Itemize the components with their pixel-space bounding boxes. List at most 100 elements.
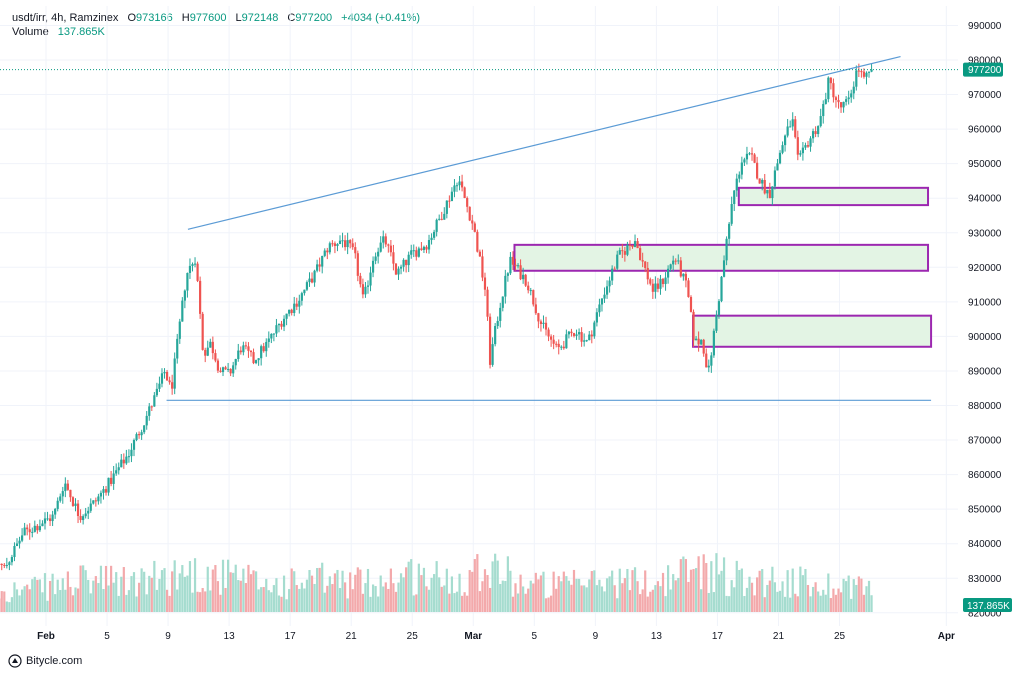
candle-body [239,350,242,353]
candle-body [387,244,390,246]
volume-bar [331,584,334,612]
candle-body [654,283,657,292]
volume-bar [410,559,413,612]
candle-body [425,246,428,250]
volume-bar [682,556,685,612]
trendlines[interactable] [166,55,932,401]
volume-bar [740,568,743,612]
candle-body [219,370,222,373]
candle-body [211,341,214,354]
candle-body [288,309,291,314]
candle-body [140,432,143,436]
candle-body [173,358,176,389]
volume-bar [277,595,281,612]
candle-body [672,260,675,265]
candle-body [501,296,504,308]
volume-bar [527,588,530,612]
rectangle-zones[interactable] [513,186,933,348]
candle-body [486,289,489,317]
volume-bar [677,577,680,612]
volume-bar [801,575,804,612]
candle-body [796,137,799,155]
last-price-tag-text: 977200 [968,65,1002,76]
candle-body [590,334,593,337]
candle-body [94,500,97,502]
volume-bar [631,570,634,612]
price-axis[interactable]: 990000 980000 970000 960000 950000 940000 9300… [968,21,1002,619]
volume-bar [613,585,616,612]
brand-watermark[interactable]: Bitycle.com [8,654,82,668]
volume-bar [608,576,611,612]
volume-bar [575,578,578,612]
candle-body [870,69,873,72]
volume-bar [135,596,138,612]
volume-bar [651,589,654,612]
volume-bar [412,595,415,612]
volume-bar [275,578,278,612]
volume-bar [850,598,853,612]
volume-bar [588,579,591,612]
volume-bar [735,560,738,612]
candle-body [267,338,270,342]
candle-body [107,477,110,493]
volume-bar [786,570,789,612]
volume-bar [132,572,136,612]
candle-body [277,323,281,326]
volume-bar [712,592,715,612]
rising-resistance [187,55,901,230]
volume-bar [537,579,540,612]
candle-body [160,373,164,384]
volume-bar [107,585,110,612]
volume-label[interactable]: Volume [12,26,49,38]
candle-body [547,329,550,337]
volume-bar [514,583,517,612]
volume-bar [97,583,100,612]
volume-bar [3,591,6,612]
volume-bar [829,598,832,612]
volume-bar [519,574,522,612]
candle-body [692,311,695,341]
candle-body [463,187,466,199]
candle-body [783,135,787,146]
last-volume-tag-text: 137.865K [967,601,1010,612]
volume-bar [842,578,845,612]
candle-body [801,147,804,154]
candle-body [613,268,616,270]
candle-body [458,181,461,186]
candle-body [13,545,16,558]
volume-bar [46,600,49,612]
candle-body [705,353,708,368]
price-tick-label: 890000 [968,366,1002,377]
volume-bar [361,593,364,612]
candle-body [814,131,817,135]
candle-body [448,200,451,202]
candle-body [626,245,629,255]
candles [0,63,873,571]
volume-bar [199,592,202,612]
volume-bar [524,593,527,612]
candle-body [511,256,515,265]
volume-bar [122,567,125,612]
candle-body [310,278,314,283]
candle-body [364,286,367,295]
time-axis[interactable]: Feb 5 9 13 17 21 25 Mar 5 9 13 17 21 25 Apr [37,631,955,642]
candle-body [272,333,275,335]
candle-body [415,250,418,257]
volume-bars [0,553,873,612]
candle-body [560,346,563,348]
volume-bar [710,561,713,612]
candle-body [860,71,863,73]
price-tick-label: 990000 [968,21,1002,32]
candle-body [399,266,403,269]
volume-bar [717,574,721,612]
candle-body [183,290,186,301]
candle-body [176,338,179,359]
volume-bar [201,588,204,612]
candle-body [191,264,194,266]
symbol-label[interactable]: usdt/irr, 4h, Ramzinex [12,12,119,24]
candle-body [570,331,573,334]
candle-body [618,250,621,255]
time-tick-label: 25 [834,631,846,642]
volume-bar [407,561,410,612]
